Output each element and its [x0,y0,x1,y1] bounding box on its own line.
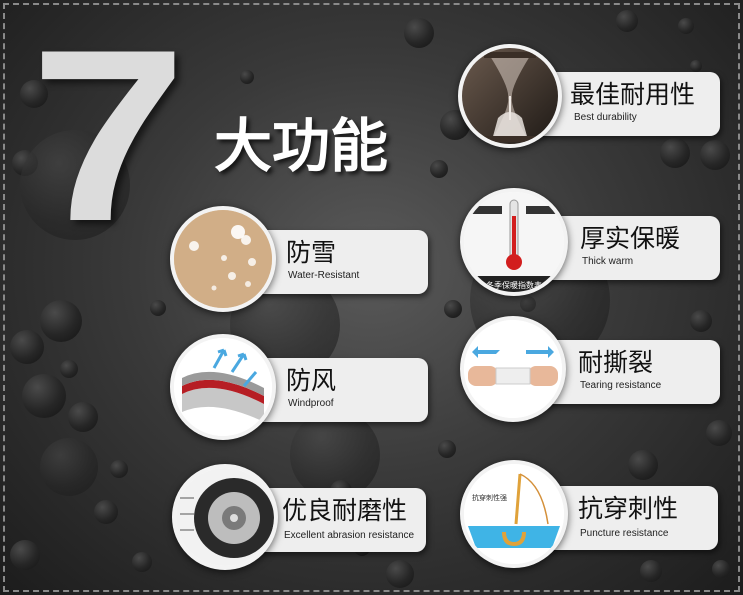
feature-tear-subtitle: Tearing resistance [580,380,662,391]
feature-abrasion-title: 优良耐磨性 [282,497,408,525]
feature-abrasion-subtitle: Excellent abrasion resistance [284,530,415,541]
feature-water-subtitle: Water-Resistant [288,270,360,281]
headline-title: 大功能 [214,114,389,179]
feature-water: 防雪 Water-Resistant [170,206,428,312]
needle-icon: 抗穿刺性强 [460,460,568,568]
hourglass-icon [458,44,562,148]
puncture-label: 抗穿刺性强 [472,493,507,502]
feature-puncture: 抗穿刺性 Puncture resistance 抗穿刺性强 [460,460,718,568]
feature-warm-title: 厚实保暖 [580,225,681,253]
feature-puncture-title: 抗穿刺性 [578,495,679,523]
feature-durability: 最佳耐用性 Best durability [458,44,720,148]
headline-number: 7 [30,0,187,272]
fabric-layers-icon [170,334,276,440]
feature-wind: 防风 Windproof [170,334,428,440]
feature-warm: 厚实保暖 Thick warm 冬季保暖指数表 [460,184,720,296]
feature-puncture-subtitle: Puncture resistance [580,528,669,539]
stretch-hands-icon [460,316,566,422]
feature-wind-title: 防风 [286,367,337,395]
feature-durability-subtitle: Best durability [574,112,637,123]
thermometer-icon: 冬季保暖指数表 [460,188,568,296]
feature-durability-title: 最佳耐用性 [570,81,696,109]
water-drops-icon [170,206,276,312]
feature-water-title: 防雪 [286,239,337,267]
feature-tear: 耐撕裂 Tearing resistance [460,316,720,422]
tire-icon [172,464,278,570]
feature-tear-title: 耐撕裂 [578,349,654,377]
feature-wind-subtitle: Windproof [288,398,334,409]
feature-warm-subtitle: Thick warm [582,256,634,267]
feature-abrasion: 优良耐磨性 Excellent abrasion resistance [172,464,426,570]
warm-index-banner: 冬季保暖指数表 [486,280,542,290]
